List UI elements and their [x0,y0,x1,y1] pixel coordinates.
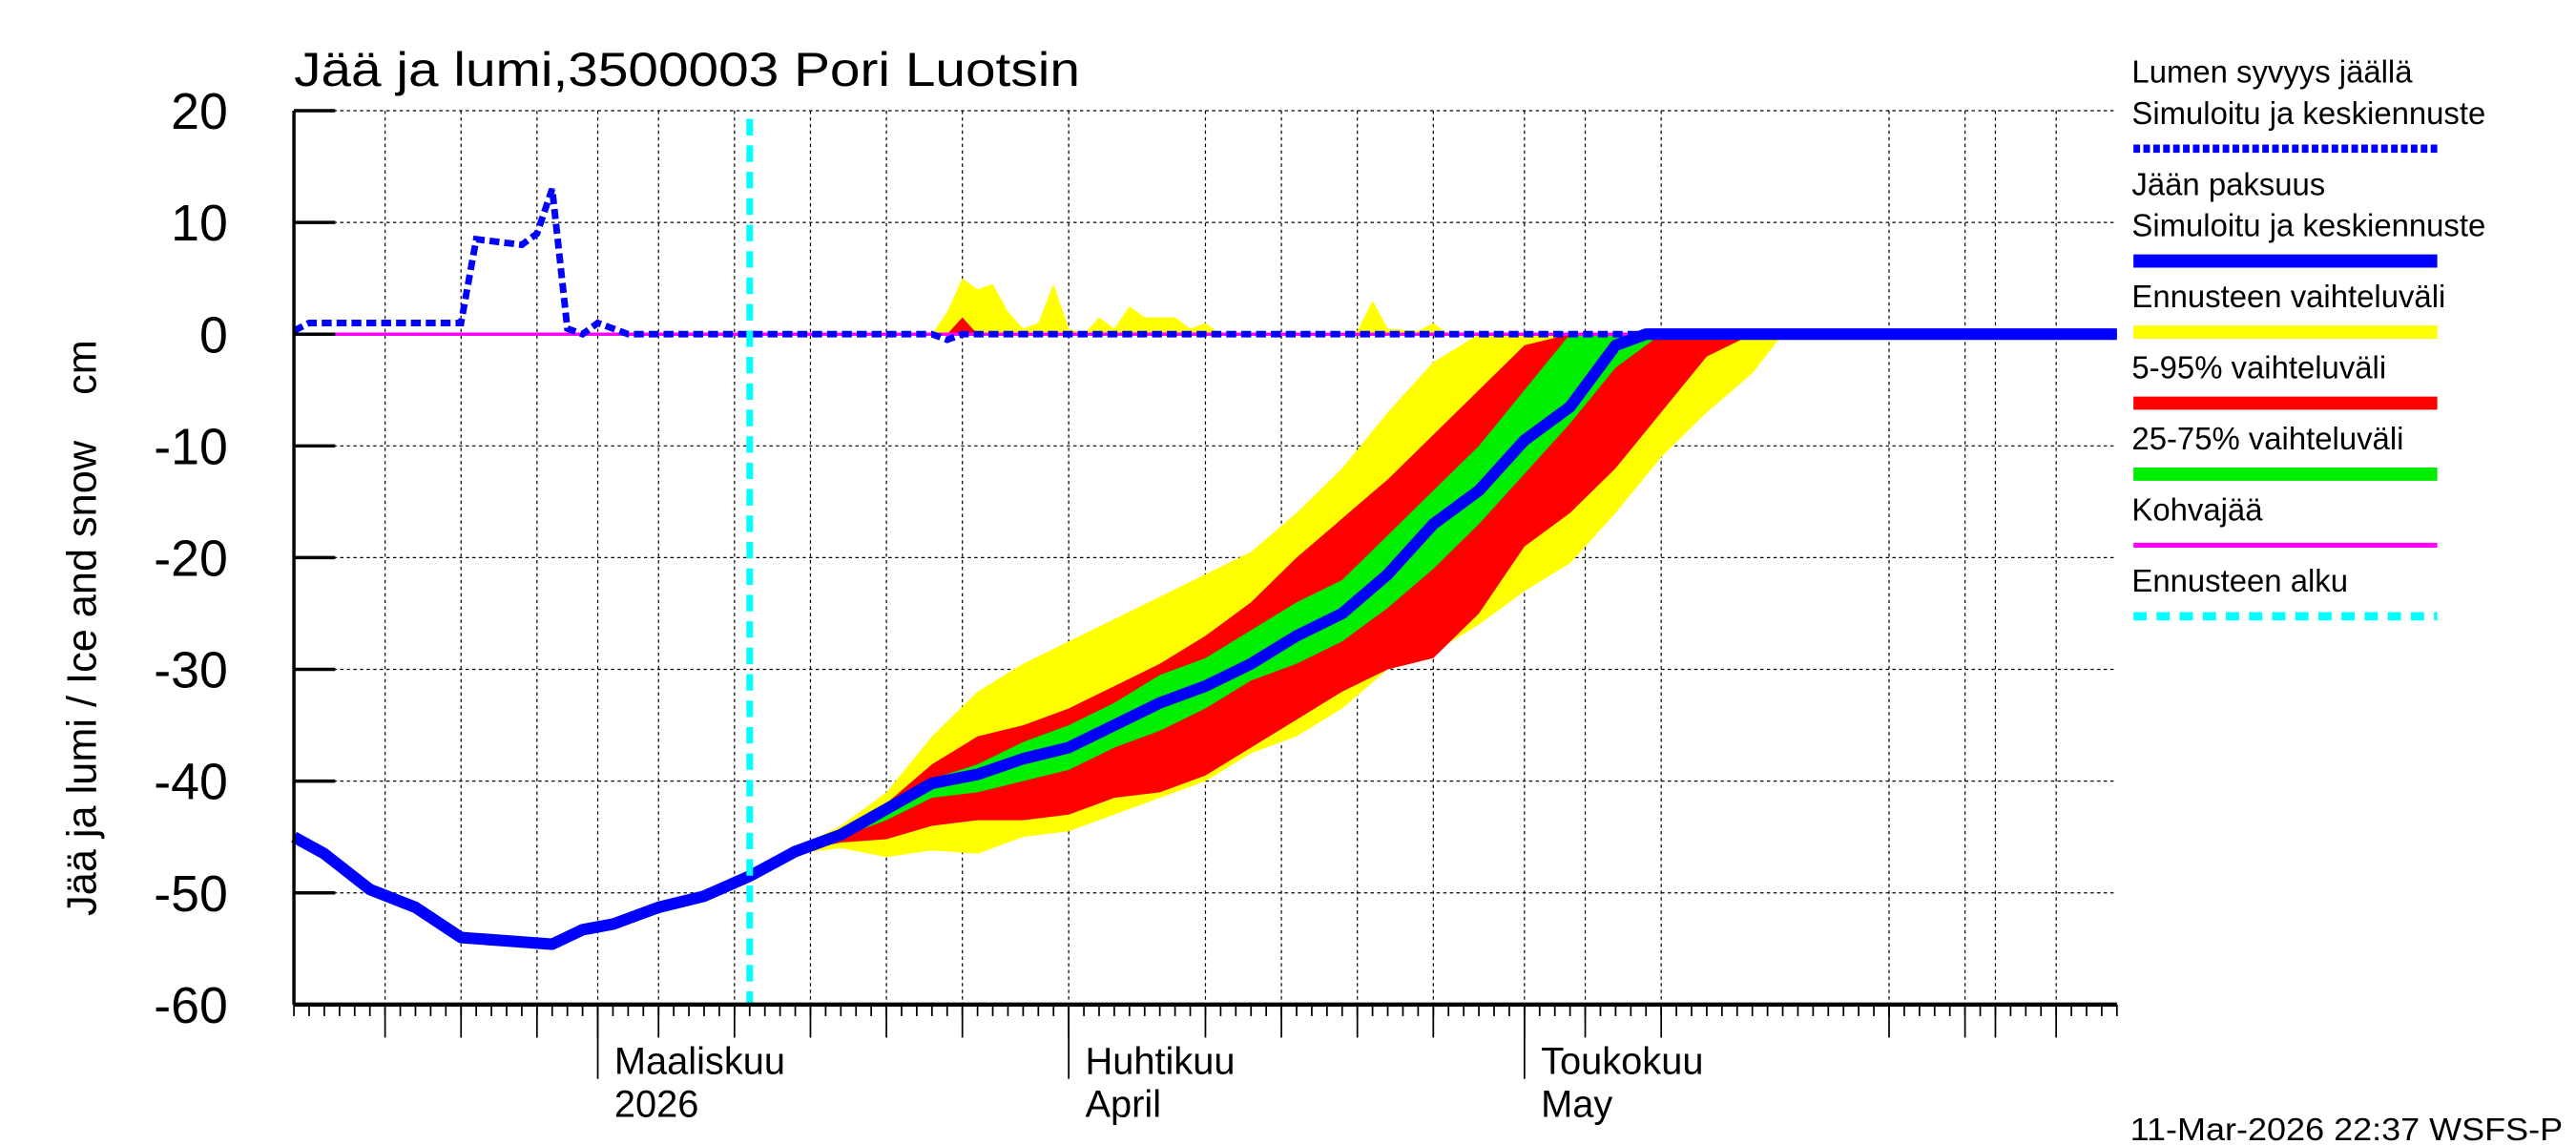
legend-label: Ennusteen alku [2131,563,2348,598]
legend: Lumen syvyys jäällä Simuloitu ja keskienn… [2131,54,2485,621]
legend-label: Simuloitu ja keskiennuste [2131,95,2485,131]
y-tick-label: -50 [154,865,228,923]
y-tick-label: -30 [154,642,228,699]
snow-range-band [931,278,1449,335]
y-tick-label: 20 [171,83,228,140]
ice-thickness-line [291,328,2117,950]
y-axis-label: Jää ja lumi / Ice and snow cm [59,340,105,916]
timestamp: 11-Mar-2026 22:37 WSFS-P [2130,1112,2563,1145]
snow-depth-line [292,187,2117,344]
y-tick-label: -40 [154,754,228,811]
month-label: Toukokuu [1541,1041,1703,1083]
legend-item: Jään paksuus Simuloitu ja keskiennuste [2131,166,2485,268]
legend-item: 25-75% vaihteluväli [2131,421,2438,481]
legend-item: Lumen syvyys jäällä Simuloitu ja keskienn… [2131,54,2485,154]
y-tick-label: -60 [154,977,228,1034]
legend-item: Ennusteen alku [2131,563,2438,621]
legend-label: Ennusteen vaihteluväli [2131,279,2445,314]
y-tick-label: -10 [154,418,228,475]
legend-label: Jään paksuus [2131,166,2325,201]
p5-95-band [795,334,1783,852]
grid [294,110,2117,1005]
snow-p5-95-band [946,317,978,335]
legend-label: Kohvajää [2131,491,2263,527]
month-sublabel: April [1085,1084,1161,1126]
y-tick-label: 0 [199,306,228,364]
y-tick-label: -20 [154,530,228,587]
month-label: Maaliskuu [614,1041,785,1083]
chart-title: Jää ja lumi,3500003 Pori Luotsin [294,43,1080,96]
series-lines [291,118,2117,1005]
legend-item: Ennusteen vaihteluväli [2131,279,2445,339]
legend-label: Simuloitu ja keskiennuste [2131,208,2485,243]
bands [795,278,1783,858]
legend-label: Lumen syvyys jäällä [2131,54,2413,90]
legend-item: Kohvajää [2131,491,2438,549]
legend-label: 5-95% vaihteluväli [2131,350,2386,385]
month-label: Huhtikuu [1085,1041,1235,1083]
legend-label: 25-75% vaihteluväli [2131,421,2403,456]
month-sublabel: 2026 [614,1084,699,1126]
month-sublabel: May [1541,1084,1612,1126]
legend-item: 5-95% vaihteluväli [2131,350,2438,410]
y-tick-label: 10 [171,195,228,252]
